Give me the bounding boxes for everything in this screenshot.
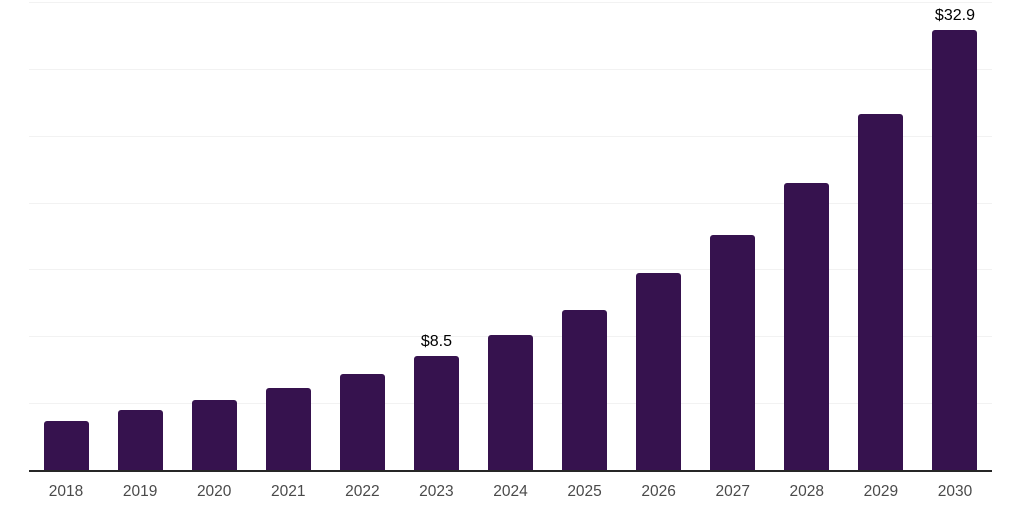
bar-2030 [932, 30, 978, 470]
gridline [29, 202, 992, 204]
x-tick-label-2026: 2026 [641, 483, 676, 500]
bar-2028 [784, 182, 830, 470]
bar-2026 [636, 273, 682, 470]
bar-2027 [710, 234, 756, 470]
plot-area: $8.5 $32.9 [29, 2, 992, 470]
gridline [29, 68, 992, 70]
gridline [29, 269, 992, 271]
bar-2025 [562, 309, 608, 470]
gridline [29, 2, 992, 3]
x-tick-label-2029: 2029 [863, 483, 899, 500]
x-tick-label-2022: 2022 [345, 483, 380, 500]
bar-2020 [191, 400, 237, 470]
bar-2023 [413, 356, 459, 470]
x-tick-label-2020: 2020 [196, 483, 232, 500]
gridline [29, 135, 992, 137]
x-tick-label-2023: 2023 [419, 483, 454, 500]
bar-2022 [339, 373, 385, 470]
x-axis-line [29, 470, 992, 472]
x-tick-label-2018: 2018 [48, 483, 84, 500]
x-tick-label-2030: 2030 [937, 483, 973, 500]
bar-2018 [43, 420, 89, 470]
x-tick-label-2024: 2024 [493, 483, 528, 500]
x-tick-label-2025: 2025 [567, 483, 602, 500]
bar-2019 [117, 409, 163, 470]
x-tick-label-2028: 2028 [789, 483, 825, 500]
x-tick-label-2021: 2021 [271, 483, 306, 500]
bar-2021 [265, 388, 311, 470]
bar-2029 [858, 114, 904, 470]
bar-2024 [488, 334, 533, 470]
value-label-2030: $32.9 [934, 7, 975, 25]
x-tick-label-2019: 2019 [122, 483, 158, 500]
value-label-2023: $8.5 [420, 333, 452, 351]
x-tick-label-2027: 2027 [715, 483, 750, 500]
